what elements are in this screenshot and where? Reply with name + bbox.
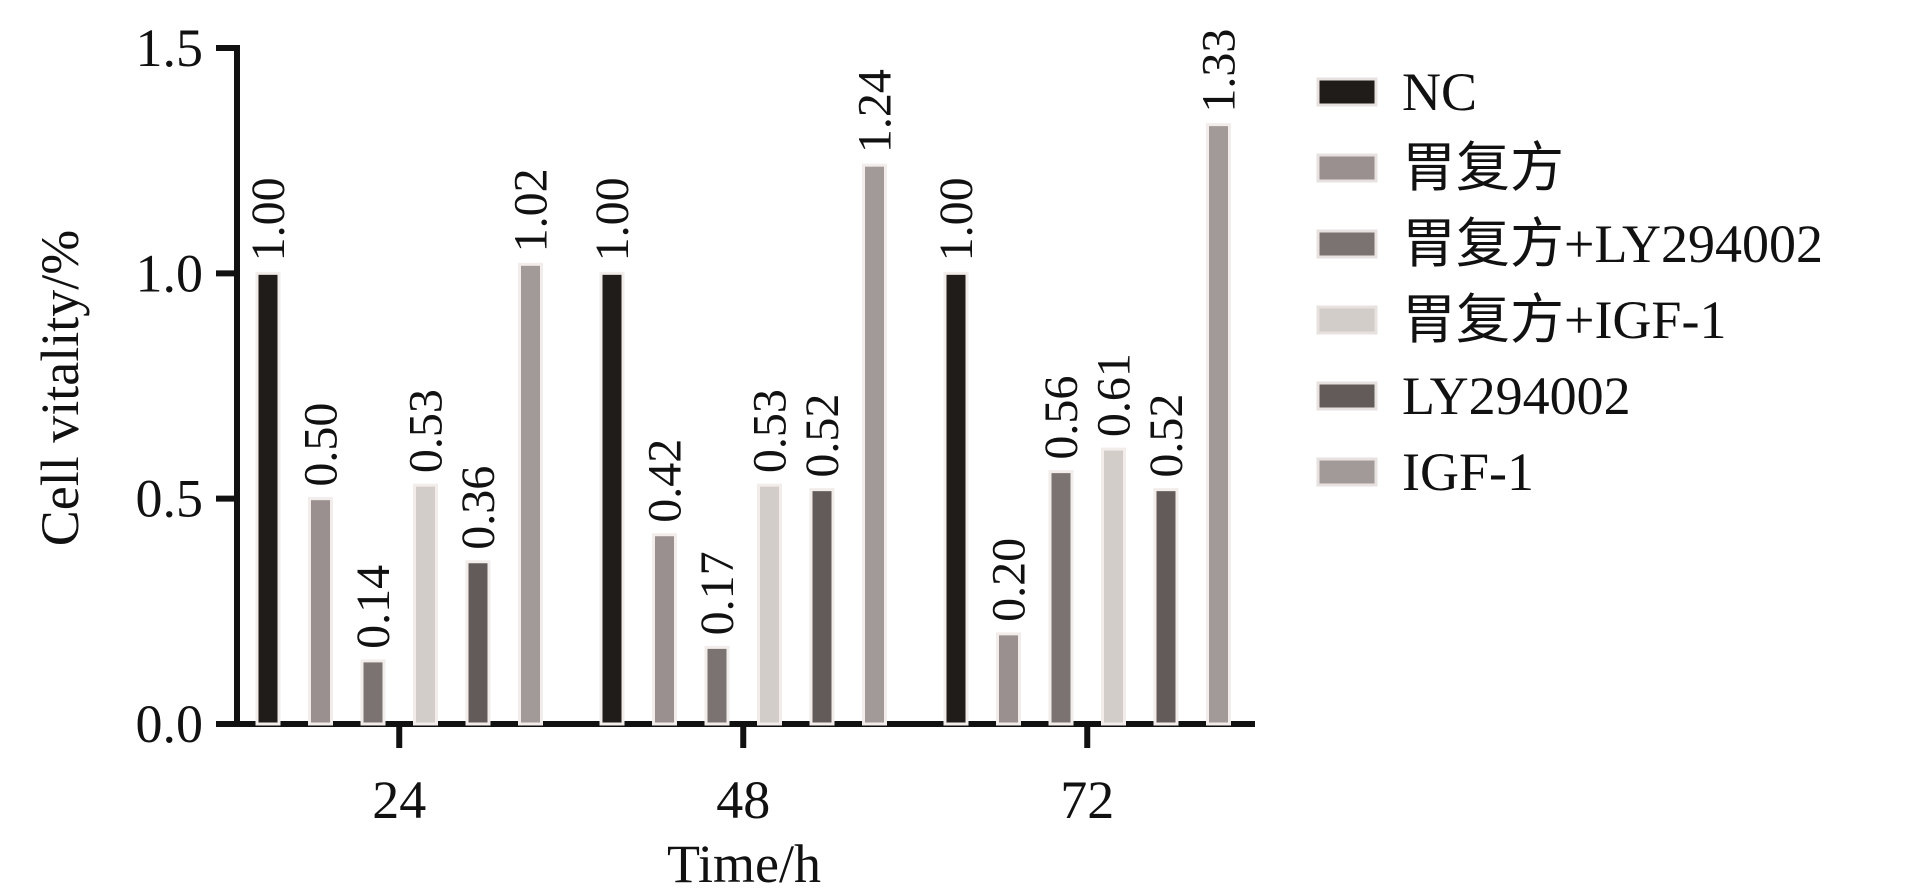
bar bbox=[757, 483, 782, 726]
bar bbox=[599, 271, 625, 726]
y-ticks: 0.0 0.5 1.0 1.5 bbox=[136, 18, 237, 754]
legend-swatch bbox=[1316, 305, 1378, 335]
bar bbox=[518, 262, 543, 726]
data-label: 0.53 bbox=[400, 389, 453, 473]
bar bbox=[996, 632, 1021, 726]
data-label: 1.33 bbox=[1193, 29, 1246, 113]
legend-label: 胃复方 bbox=[1402, 138, 1564, 198]
data-label: 0.36 bbox=[452, 466, 505, 550]
bar bbox=[1153, 488, 1179, 726]
bar bbox=[862, 163, 887, 726]
data-label: 0.52 bbox=[1140, 394, 1193, 478]
bar bbox=[652, 533, 677, 726]
data-label: 0.14 bbox=[347, 565, 400, 649]
x-tick-label: 72 bbox=[1060, 770, 1114, 830]
x-ticks: 24 48 72 bbox=[372, 724, 1114, 830]
data-label: 0.17 bbox=[691, 551, 744, 635]
legend-label: LY294002 bbox=[1402, 366, 1631, 426]
bar bbox=[1206, 123, 1231, 726]
data-label: 1.00 bbox=[930, 177, 983, 261]
legend-label: 胃复方+LY294002 bbox=[1402, 214, 1823, 274]
data-label: 0.56 bbox=[1035, 376, 1088, 460]
bar bbox=[413, 483, 438, 726]
bars bbox=[255, 123, 1231, 726]
legend-label: IGF-1 bbox=[1402, 442, 1534, 502]
legend-swatch bbox=[1316, 229, 1378, 259]
legend-swatch bbox=[1316, 77, 1378, 107]
legend-label: NC bbox=[1402, 62, 1477, 122]
y-tick-label: 0.0 bbox=[136, 694, 204, 754]
data-label: 0.20 bbox=[983, 538, 1036, 622]
legend-swatch bbox=[1316, 457, 1378, 487]
data-label: 0.52 bbox=[796, 394, 849, 478]
bar bbox=[704, 645, 730, 726]
data-label: 0.61 bbox=[1088, 353, 1141, 437]
x-tick-label: 24 bbox=[372, 770, 426, 830]
data-labels: 1.000.500.140.530.361.02 1.000.420.170.53… bbox=[242, 29, 1246, 649]
y-tick-label: 1.0 bbox=[136, 243, 204, 303]
bar bbox=[308, 497, 333, 726]
x-axis-title: Time/h bbox=[667, 834, 821, 891]
data-label: 0.50 bbox=[295, 403, 348, 487]
data-label: 1.00 bbox=[242, 177, 295, 261]
bar bbox=[809, 488, 835, 726]
data-label: 1.00 bbox=[586, 177, 639, 261]
y-tick-label: 1.5 bbox=[136, 18, 204, 78]
bar bbox=[465, 560, 491, 726]
y-tick-label: 0.5 bbox=[136, 469, 204, 529]
bar bbox=[943, 271, 969, 726]
data-label: 1.24 bbox=[849, 69, 902, 153]
bar bbox=[360, 659, 386, 726]
bar bbox=[255, 271, 281, 726]
bar bbox=[1048, 470, 1074, 726]
data-label: 0.42 bbox=[639, 439, 692, 523]
legend-label: 胃复方+IGF-1 bbox=[1402, 290, 1726, 350]
legend-swatch bbox=[1316, 153, 1378, 183]
data-label: 1.02 bbox=[505, 168, 558, 252]
data-label: 0.53 bbox=[744, 389, 797, 473]
legend-swatch bbox=[1316, 381, 1378, 411]
y-axis-title: Cell vitality/% bbox=[30, 230, 90, 546]
bar bbox=[1101, 447, 1126, 726]
x-tick-label: 48 bbox=[716, 770, 770, 830]
